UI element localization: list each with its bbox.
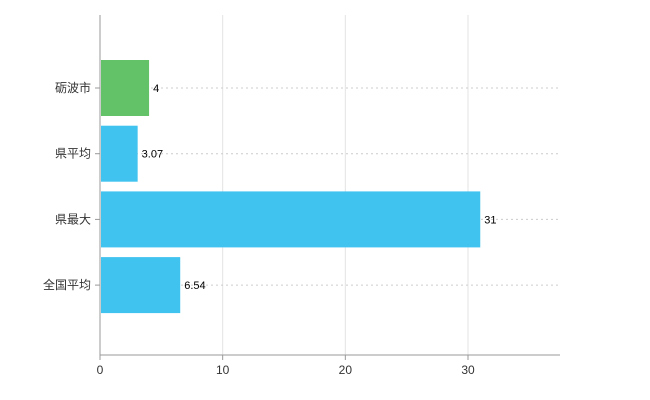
x-tick-label: 0 (97, 363, 104, 377)
bar (101, 191, 481, 248)
bar-value-label: 31 (484, 214, 496, 226)
category-label: 県平均 (55, 147, 91, 161)
x-tick-label: 20 (339, 363, 353, 377)
bar (101, 60, 150, 116)
category-label: 砺波市 (55, 80, 91, 95)
bar (101, 125, 138, 182)
bar (101, 257, 181, 314)
x-tick-label: 10 (216, 363, 230, 377)
category-label: 全国平均 (43, 277, 91, 292)
bar-value-label: 6.54 (184, 280, 205, 292)
bar-value-label: 3.07 (142, 149, 163, 161)
x-tick-label: 30 (461, 363, 475, 377)
bar-value-label: 4 (153, 83, 159, 95)
category-label: 県最大 (55, 212, 91, 226)
